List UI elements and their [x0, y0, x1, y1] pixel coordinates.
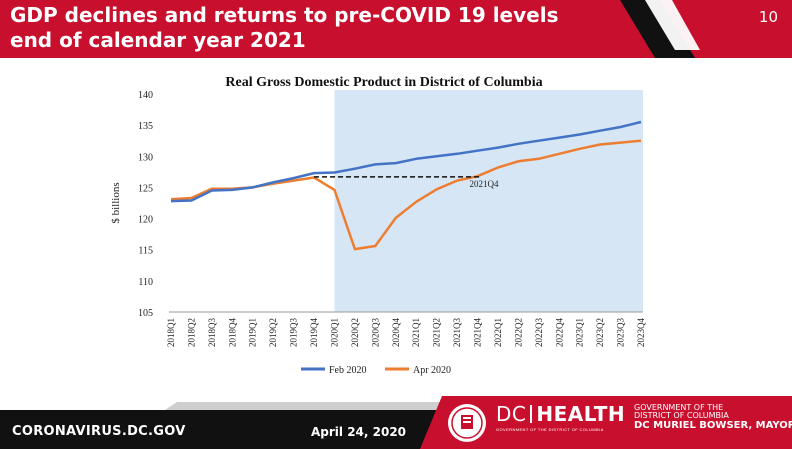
y-axis-label: $ billions: [110, 182, 122, 223]
legend-label: Apr 2020: [413, 365, 451, 376]
x-tick-label: 2020Q1: [329, 318, 339, 347]
x-tick-label: 2023Q3: [616, 318, 626, 347]
series-line-feb-2020: [170, 120, 642, 203]
x-tick-label: 2023Q2: [595, 318, 605, 347]
dc-health-prefix: DC: [496, 402, 527, 426]
dc-health-subtitle: GOVERNMENT OF THE DISTRICT OF COLUMBIA: [496, 427, 604, 432]
gov-line1: GOVERNMENT OF THE: [634, 403, 724, 412]
header-bar: GDP declines and returns to pre-COVID 19…: [0, 0, 792, 58]
y-tick-label: 120: [138, 215, 153, 226]
annotation-label: 2021Q4: [470, 179, 499, 189]
slide-title-line1: GDP declines and returns to pre-COVID 19…: [10, 3, 559, 27]
x-tick-label: 2019Q2: [268, 318, 278, 347]
footer-website-link[interactable]: CORONAVIRUS.DC.GOV: [12, 424, 186, 439]
y-tick-label: 130: [138, 152, 153, 163]
footer-grey-accent: [165, 402, 445, 410]
slide-title: GDP declines and returns to pre-COVID 19…: [10, 3, 610, 53]
y-tick-label: 110: [138, 277, 153, 288]
y-tick-label: 125: [138, 183, 153, 194]
x-tick-label: 2021Q3: [452, 318, 462, 347]
x-tick-label: 2019Q4: [309, 318, 319, 347]
x-tick-label: 2019Q1: [248, 318, 258, 347]
x-tick-label: 2018Q1: [166, 318, 176, 347]
x-tick-label: 2020Q2: [350, 318, 360, 347]
x-tick-label: 2022Q2: [513, 318, 523, 347]
dc-seal-icon: [448, 404, 486, 442]
x-tick-label: 2018Q2: [186, 318, 196, 347]
gdp-chart-svg: Real Gross Domestic Product in District …: [105, 68, 665, 386]
x-tick-label: 2021Q4: [473, 318, 483, 347]
gdp-chart: Real Gross Domestic Product in District …: [105, 68, 665, 386]
dc-health-logo: DC HEALTH GOVERNMENT OF THE DISTRICT OF C…: [496, 402, 625, 432]
x-tick-label: 2022Q3: [534, 318, 544, 347]
x-tick-label: 2022Q1: [493, 318, 503, 347]
gov-mayor: MURIEL BOWSER, MAYOR: [653, 420, 792, 431]
x-tick-label: 2021Q1: [411, 318, 421, 347]
legend-label: Feb 2020: [329, 365, 367, 376]
y-tick-label: 135: [138, 121, 153, 132]
gov-line2: DISTRICT OF COLUMBIA: [634, 411, 729, 420]
x-tick-label: 2021Q2: [432, 318, 442, 347]
slide-title-line2: end of calendar year 2021: [10, 28, 306, 52]
x-tick-label: 2018Q3: [207, 318, 217, 347]
y-tick-label: 105: [138, 308, 153, 319]
chart-title: Real Gross Domestic Product in District …: [225, 75, 542, 90]
dc-health-word: HEALTH: [536, 402, 626, 426]
x-tick-label: 2020Q3: [370, 318, 380, 347]
x-tick-label: 2018Q4: [227, 318, 237, 347]
forecast-shaded-region: [334, 90, 643, 312]
y-tick-label: 140: [138, 90, 153, 101]
header-corner-decoration: [620, 0, 700, 58]
x-tick-label: 2020Q4: [391, 318, 401, 347]
y-tick-label: 115: [138, 246, 153, 257]
government-logo: GOVERNMENT OF THE DISTRICT OF COLUMBIA D…: [634, 403, 792, 432]
x-tick-label: 2022Q4: [554, 318, 564, 347]
x-tick-label: 2023Q4: [636, 318, 646, 347]
gov-dc-mark: DC: [634, 420, 650, 431]
footer-date: April 24, 2020: [311, 425, 407, 439]
x-tick-label: 2019Q3: [289, 318, 299, 347]
x-tick-label: 2023Q1: [575, 318, 585, 347]
slide-number: 10: [758, 8, 778, 26]
